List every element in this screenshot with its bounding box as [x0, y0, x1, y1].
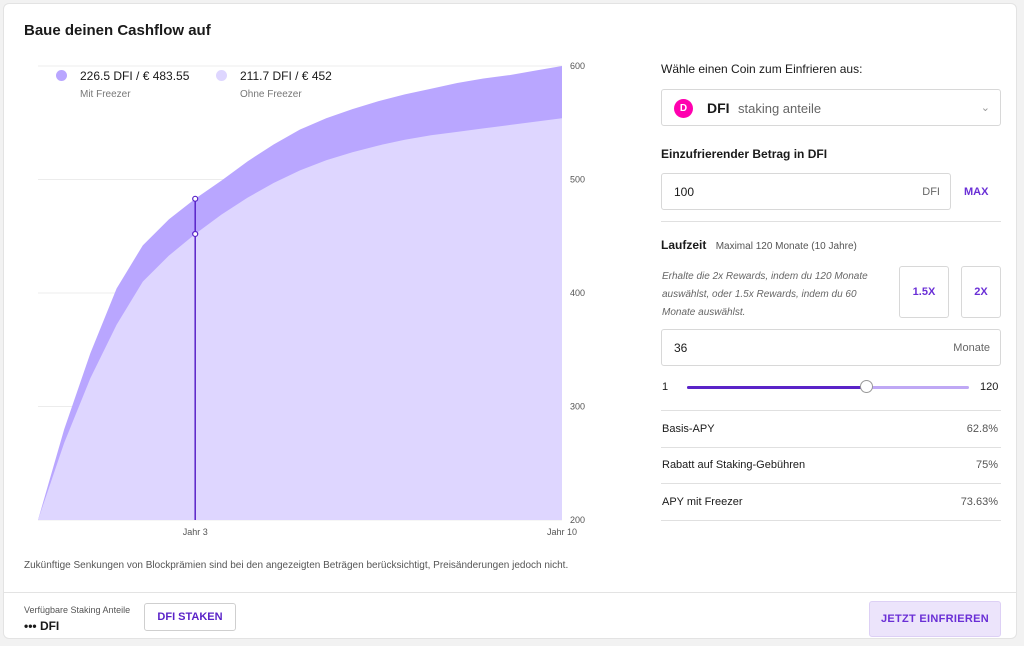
divider: [661, 221, 1001, 222]
divider: [661, 520, 1001, 521]
y-tick-label: 200: [570, 515, 585, 525]
legend-dot-with: [56, 70, 67, 81]
multiplier-1-5x-button[interactable]: 1.5X: [899, 266, 949, 318]
freeze-button[interactable]: JETZT EINFRIEREN: [869, 601, 1001, 637]
y-tick-label: 500: [570, 175, 585, 185]
coin-select-label: Wähle einen Coin zum Einfrieren aus:: [661, 62, 863, 76]
card-title: Baue deinen Cashflow auf: [24, 22, 211, 39]
term-label: Laufzeit Maximal 120 Monate (10 Jahre): [661, 238, 857, 252]
months-input[interactable]: 36 Monate: [661, 329, 1001, 366]
legend-with-label: Mit Freezer: [80, 89, 131, 100]
y-tick-label: 400: [570, 288, 585, 298]
y-tick-label: 300: [570, 402, 585, 412]
y-tick-label: 600: [570, 61, 585, 71]
divider: [661, 447, 1001, 448]
slider-thumb[interactable]: [859, 380, 873, 393]
slider-max: 120: [980, 381, 999, 393]
chevron-down-icon: ⌄: [980, 102, 990, 114]
x-tick-label: Jahr 3: [183, 527, 208, 537]
max-button[interactable]: MAX: [964, 186, 989, 198]
row-label: Basis-APY: [662, 423, 715, 435]
cashflow-card: Baue deinen Cashflow auf 200 300 400 500 600…: [3, 3, 1017, 639]
slider-fill: [687, 386, 866, 389]
marker-point: [192, 195, 199, 202]
available-value: ••• DFI: [24, 619, 60, 633]
area-series: [38, 118, 562, 521]
rewards-hint: Erhalte die 2x Rewards, indem du 120 Mon…: [662, 271, 868, 318]
row-label: APY mit Freezer: [662, 496, 743, 508]
coin-subtitle: staking anteile: [738, 101, 822, 116]
months-unit: Monate: [953, 342, 990, 354]
coin-name: DFI: [707, 100, 730, 116]
divider: [661, 483, 1001, 484]
legend-without-value: 211.7 DFI / € 452: [240, 69, 332, 83]
term-title: Laufzeit: [661, 238, 707, 252]
marker-point: [192, 230, 199, 238]
legend-without-label: Ohne Freezer: [240, 89, 302, 100]
area-chart: 200 300 400 500 600 Jahr 3 Jahr 10: [38, 61, 585, 537]
stake-button[interactable]: DFI STAKEN: [144, 603, 236, 631]
multiplier-2x-button[interactable]: 2X: [961, 266, 1001, 318]
footer: Verfügbare Staking Anteile ••• DFI DFI S…: [4, 592, 1016, 639]
legend-dot-without: [216, 70, 227, 81]
amount-value: 100: [674, 185, 695, 199]
cashflow-chart: 200 300 400 500 600 Jahr 3 Jahr 10 226.5 DFI /…: [38, 56, 598, 546]
row-value: 73.63%: [960, 496, 998, 508]
row-value: 62.8%: [966, 423, 998, 435]
slider-min: 1: [662, 381, 669, 393]
months-value: 36: [674, 341, 688, 355]
months-slider[interactable]: [687, 380, 969, 393]
row-value: 75%: [975, 459, 998, 471]
defichain-icon: D: [674, 99, 693, 118]
available-label: Verfügbare Staking Anteile: [24, 605, 131, 615]
amount-label: Einzufrierender Betrag in DFI: [661, 147, 828, 161]
legend-with-value: 226.5 DFI / € 483.55: [80, 69, 190, 83]
coin-select[interactable]: D DFI staking anteile ⌄: [661, 89, 1001, 126]
row-label: Rabatt auf Staking-Gebühren: [662, 459, 806, 471]
term-hint: Maximal 120 Monate (10 Jahre): [715, 241, 857, 252]
amount-unit: DFI: [922, 186, 940, 198]
divider: [661, 410, 1001, 411]
amount-input[interactable]: 100 DFI: [661, 173, 951, 210]
chart-note: Zukünftige Senkungen von Blockprämien si…: [24, 560, 569, 571]
x-tick-label: Jahr 10: [547, 527, 577, 537]
